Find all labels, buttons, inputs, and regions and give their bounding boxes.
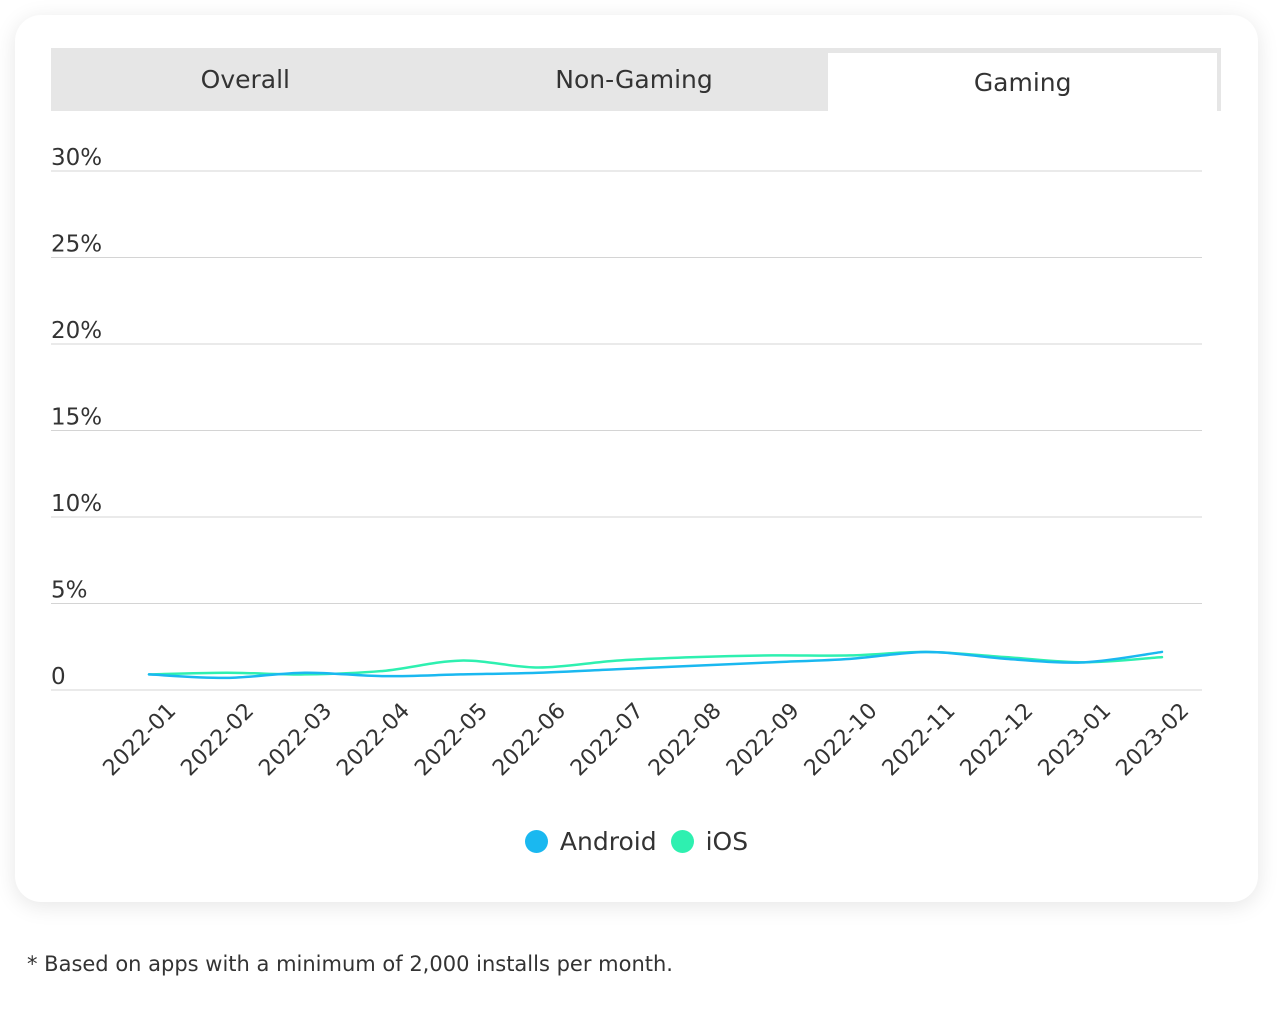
y-tick-label: 20%: [51, 318, 102, 344]
chart-card: Overall Non-Gaming Gaming 0 5% 10% 15% 20% 25…: [15, 15, 1258, 902]
y-tick-label: 10%: [51, 491, 102, 517]
y-tick-label: 5%: [51, 578, 88, 604]
x-tick-label: 2023-01: [1034, 699, 1117, 782]
y-tick-label: 15%: [51, 405, 102, 431]
x-tick-label: 2022-08: [644, 699, 727, 782]
series-line-ios: [147, 650, 1164, 676]
y-tick-label: 30%: [51, 145, 102, 171]
series-line-android: [147, 650, 1164, 680]
legend-item-android[interactable]: Android: [524, 827, 657, 856]
legend-item-ios[interactable]: iOS: [670, 827, 749, 856]
legend-label-ios: iOS: [705, 827, 749, 856]
footnote: * Based on apps with a minimum of 2,000 …: [27, 952, 673, 976]
tab-overall[interactable]: Overall: [200, 65, 290, 94]
tab-gaming[interactable]: Gaming: [828, 53, 1218, 111]
x-tick-label: 2022-04: [332, 699, 415, 782]
x-tick-label: 2022-11: [878, 699, 961, 782]
x-tick-label: 2022-03: [254, 699, 337, 782]
y-tick-label: 25%: [51, 232, 102, 258]
legend-label-android: Android: [559, 827, 657, 856]
x-tick-label: 2022-12: [956, 699, 1039, 782]
tab-bar: Overall Non-Gaming Gaming: [51, 48, 1221, 111]
android-dot-icon: [524, 830, 548, 853]
x-tick-label: 2022-09: [722, 699, 805, 782]
x-tick-label: 2022-05: [410, 699, 493, 782]
x-tick-label: 2022-07: [566, 699, 649, 782]
legend: Android iOS: [15, 827, 1258, 856]
x-tick-label: 2023-02: [1112, 699, 1195, 782]
x-tick-label: 2022-01: [99, 699, 182, 782]
y-tick-label: 0: [51, 664, 66, 690]
x-tick-label: 2022-06: [488, 699, 571, 782]
ios-dot-icon: [670, 830, 694, 853]
tab-non-gaming[interactable]: Non-Gaming: [555, 65, 713, 94]
x-tick-label: 2022-02: [176, 699, 259, 782]
x-tick-label: 2022-10: [800, 699, 883, 782]
line-chart: 05%10%15%20%25%30%2022-012022-022022-032…: [51, 145, 1202, 782]
